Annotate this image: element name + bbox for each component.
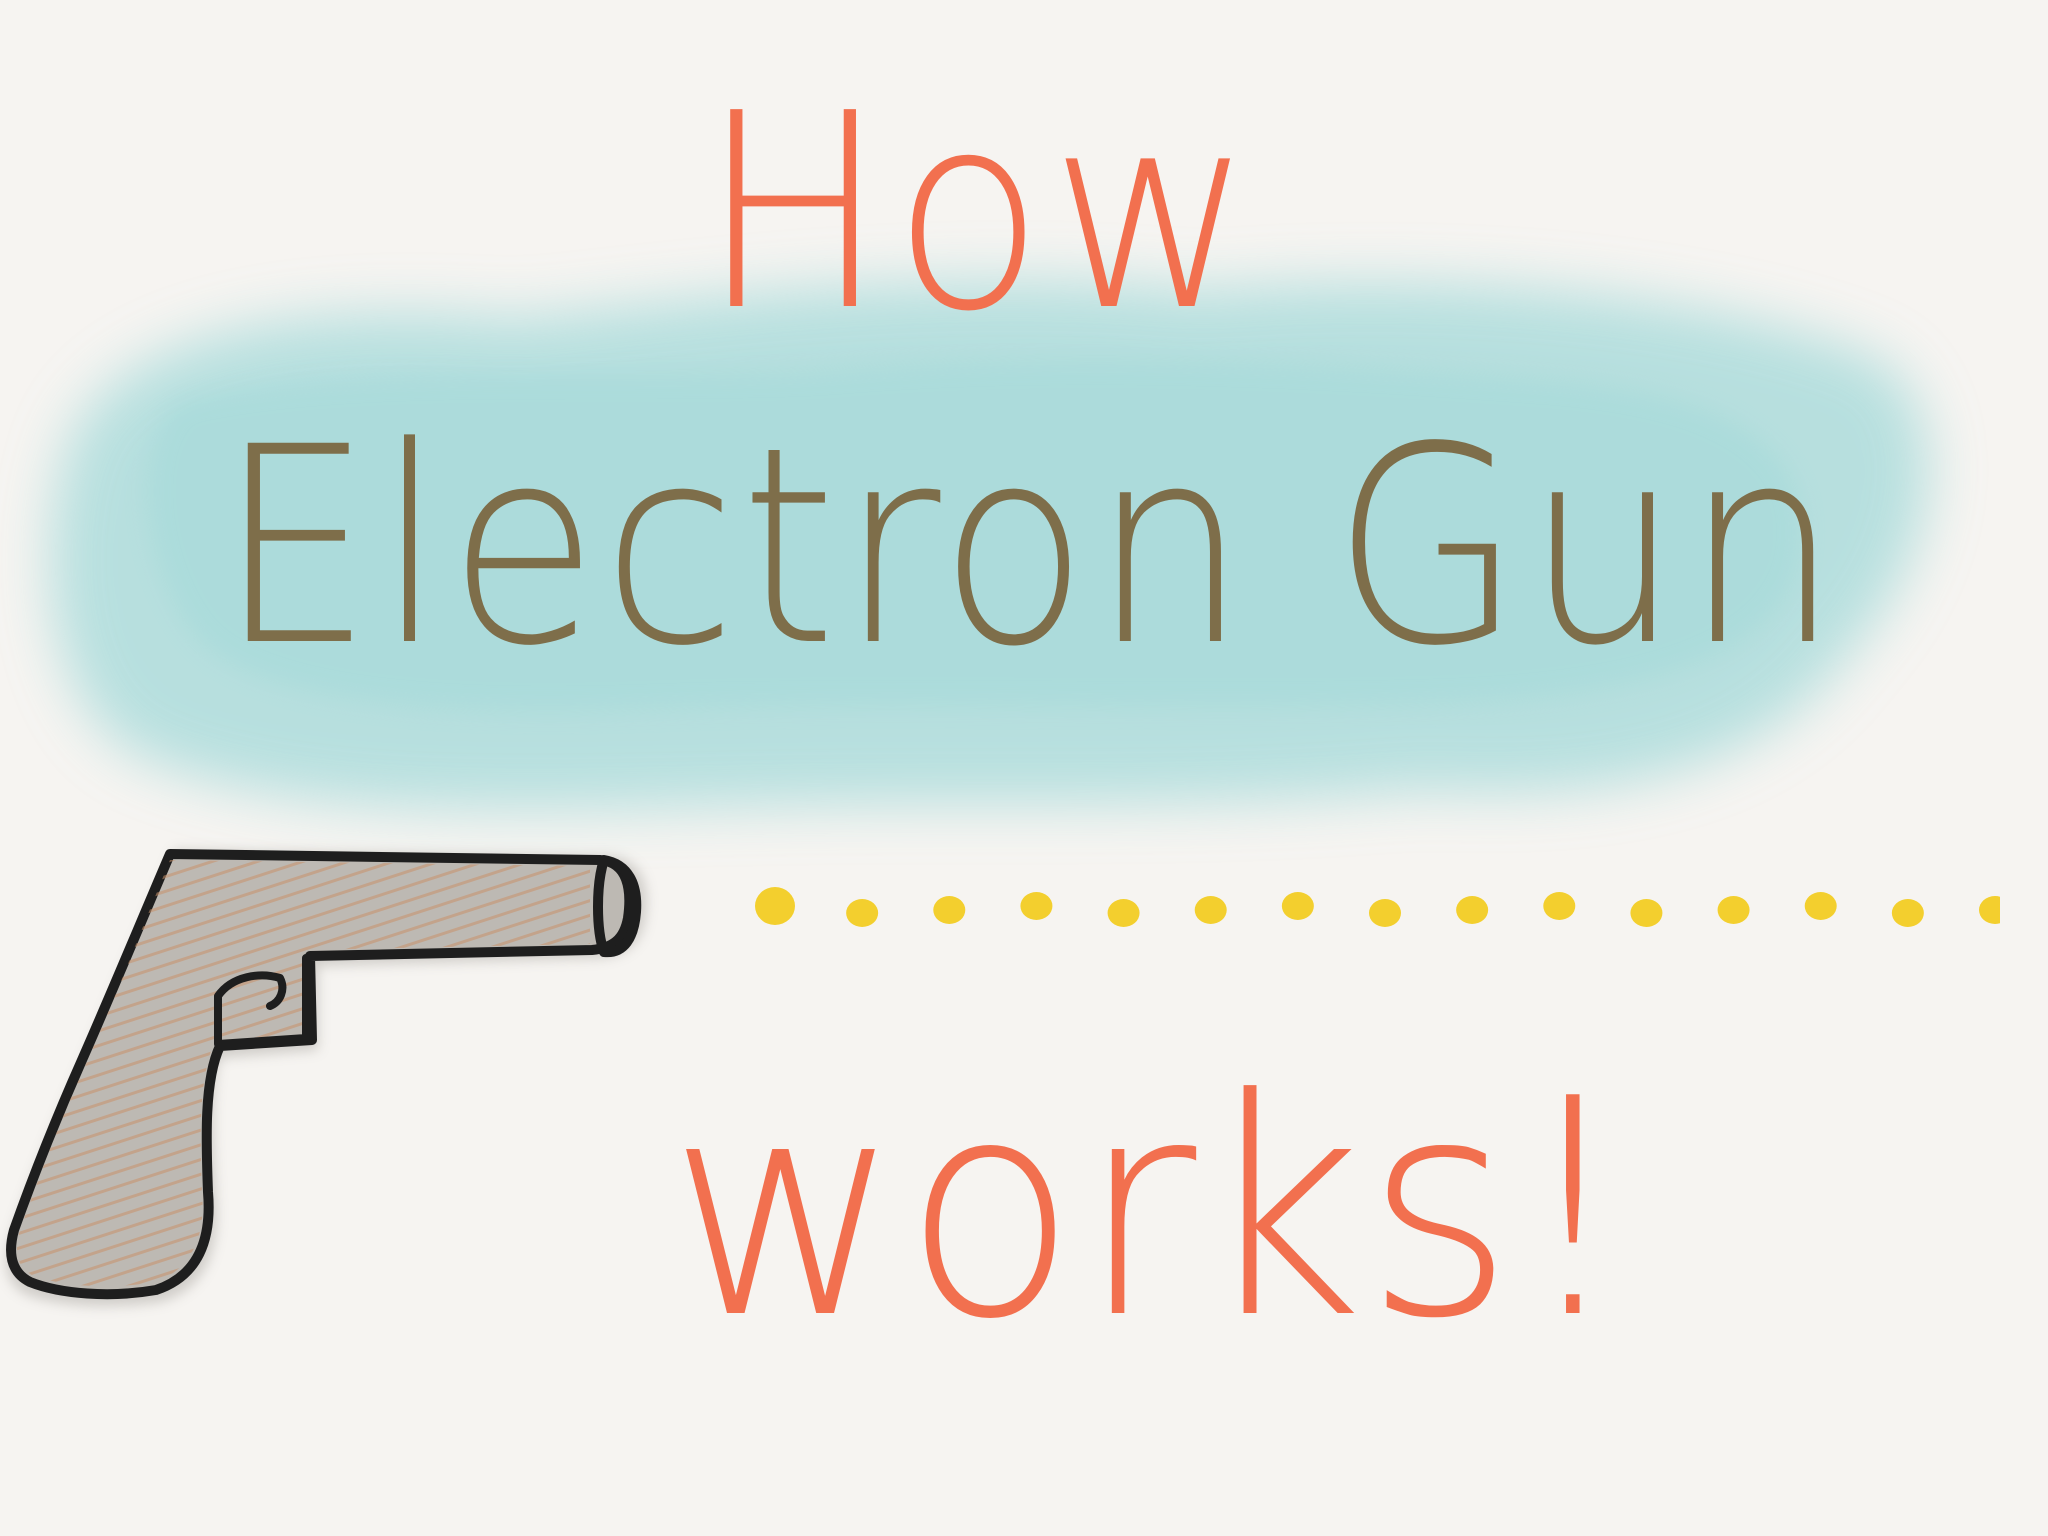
beam-dot [1543, 892, 1576, 920]
beam-dot [755, 887, 795, 925]
beam-dot [1369, 899, 1401, 927]
title-line-how: How [700, 55, 1259, 370]
beam-dot [1281, 892, 1314, 920]
beam-dot [933, 896, 966, 924]
beam-dot [1194, 896, 1227, 924]
beam-dot [846, 899, 879, 927]
beam-dot [1804, 892, 1837, 920]
beam-dot [1891, 899, 1924, 927]
dotted-beam [755, 887, 2000, 927]
pistol-icon [6, 849, 647, 1307]
title-line-works: works! [668, 1035, 1632, 1384]
beam-dot [1456, 896, 1489, 924]
beam-dot [1107, 899, 1140, 927]
beam-dot [1020, 892, 1053, 920]
beam-dot [1979, 896, 2000, 924]
beam-dot [1717, 896, 1750, 924]
title-line-electron-gun: Electron Gun [218, 390, 1844, 706]
beam-dot [1630, 899, 1663, 927]
